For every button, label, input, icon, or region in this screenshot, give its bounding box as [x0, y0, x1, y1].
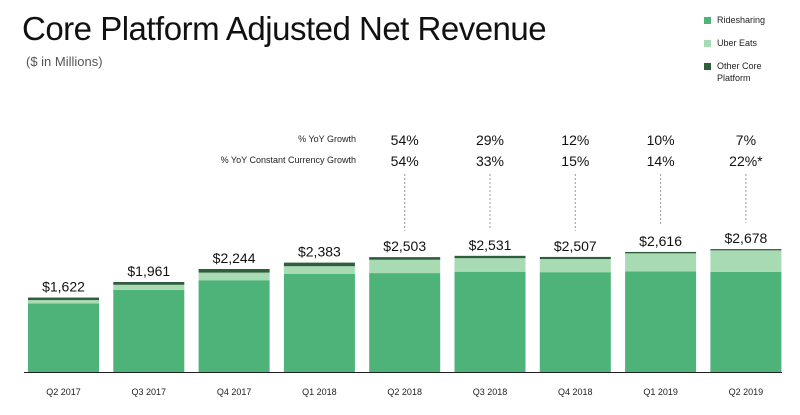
bar-segment-ridesharing [539, 272, 611, 372]
bars-group: $1,622 Q2 2017 $1,961 Q3 2017 $2,244 Q4 2017 $… [24, 132, 782, 397]
chart-subtitle: ($ in Millions) [26, 54, 103, 69]
bar-segment-ridesharing [625, 271, 697, 372]
bar-segment-uber-eats [198, 272, 270, 281]
x-tick-label: Q4 2018 [558, 387, 593, 397]
x-tick-label: Q2 2017 [46, 387, 81, 397]
legend-swatch-other-core [704, 63, 711, 70]
bar-segment-uber-eats [28, 300, 99, 304]
legend-item-ridesharing: Ridesharing [704, 14, 796, 26]
legend-label-ridesharing: Ridesharing [717, 15, 766, 25]
yoy-cc-growth-value: 54% [391, 153, 419, 169]
bar-segment-ridesharing [113, 289, 185, 372]
bar-segment-ridesharing [198, 280, 270, 372]
bar-segment-other-core-platform [625, 251, 697, 254]
bar-segment-ridesharing [369, 273, 441, 372]
yoy-growth-value: 10% [647, 132, 675, 148]
bar-segment-uber-eats [625, 253, 697, 272]
yoy-growth-value: 7% [736, 132, 756, 148]
bar-segment-uber-eats [113, 284, 185, 290]
bar-segment-uber-eats [710, 250, 782, 272]
legend-label-other-core: Other Core Platform [717, 61, 762, 83]
bar-segment-uber-eats [454, 258, 526, 272]
bar-segment-uber-eats [539, 259, 611, 273]
bar-total-label: $2,678 [724, 230, 767, 246]
x-tick-label: Q3 2018 [473, 387, 508, 397]
bar-segment-other-core-platform [369, 257, 441, 260]
legend-swatch-ridesharing [704, 17, 711, 24]
x-tick-label: Q1 2019 [643, 387, 678, 397]
legend: Ridesharing Uber Eats Other Core Platfor… [704, 14, 796, 84]
yoy-cc-growth-row-label: % YoY Constant Currency Growth [221, 155, 356, 165]
x-tick-label: Q4 2017 [217, 387, 252, 397]
legend-swatch-uber-eats [704, 40, 711, 47]
bar-total-label: $1,961 [127, 263, 170, 279]
bar-total-label: $2,244 [213, 250, 256, 266]
bar-segment-other-core-platform [113, 281, 185, 285]
yoy-cc-growth-value: 22%* [729, 153, 763, 169]
yoy-cc-growth-value: 14% [647, 153, 675, 169]
bar-total-label: $2,503 [383, 238, 426, 254]
yoy-growth-row-label: % YoY Growth [298, 134, 356, 144]
yoy-growth-value: 54% [391, 132, 419, 148]
legend-item-other-core: Other Core Platform [704, 60, 796, 84]
x-tick-label: Q3 2017 [132, 387, 167, 397]
legend-item-uber-eats: Uber Eats [704, 37, 796, 49]
yoy-growth-value: 29% [476, 132, 504, 148]
bar-segment-other-core-platform [454, 255, 526, 259]
yoy-growth-value: 12% [561, 132, 589, 148]
bar-segment-ridesharing [710, 271, 782, 372]
yoy-cc-growth-value: 33% [476, 153, 504, 169]
bar-segment-other-core-platform [283, 262, 355, 267]
bar-segment-ridesharing [283, 274, 355, 372]
bar-segment-ridesharing [28, 303, 99, 372]
x-tick-label: Q2 2018 [387, 387, 422, 397]
bar-total-label: $2,383 [298, 244, 341, 260]
bar-segment-uber-eats [283, 266, 355, 275]
bar-segment-other-core-platform [539, 256, 611, 260]
chart-title: Core Platform Adjusted Net Revenue [22, 10, 547, 47]
bar-segment-other-core-platform [198, 269, 270, 273]
bar-segment-uber-eats [369, 259, 441, 274]
bar-total-label: $1,622 [42, 279, 85, 295]
bar-total-label: $2,616 [639, 233, 682, 249]
legend-label-uber-eats: Uber Eats [717, 38, 758, 48]
bar-segment-other-core-platform [710, 249, 782, 251]
x-tick-label: Q2 2019 [729, 387, 764, 397]
bar-segment-other-core-platform [28, 297, 99, 301]
bar-segment-ridesharing [454, 271, 526, 372]
bar-total-label: $2,531 [469, 237, 512, 253]
bar-total-label: $2,507 [554, 238, 597, 254]
x-tick-label: Q1 2018 [302, 387, 337, 397]
yoy-cc-growth-value: 15% [561, 153, 589, 169]
